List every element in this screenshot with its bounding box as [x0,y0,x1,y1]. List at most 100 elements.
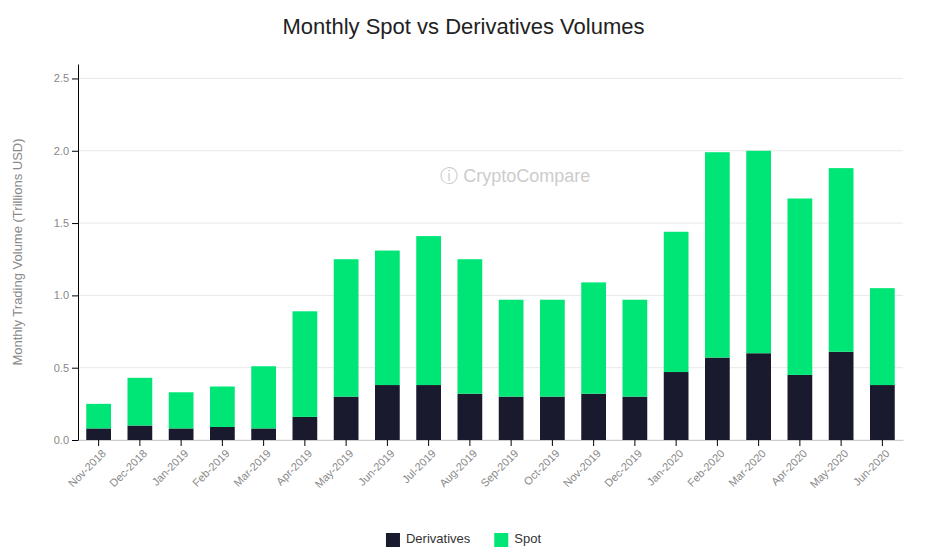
x-tick: Jan-2019 [150,440,191,488]
x-tick-mark [841,440,842,446]
bar [416,385,441,440]
x-tick-label: Jan-2020 [645,447,686,488]
x-tick-mark [552,440,553,446]
x-tick-mark [676,440,677,446]
legend-label: Spot [514,531,541,546]
bar [210,386,235,426]
x-tick-mark [222,440,223,446]
series-bars [86,151,895,429]
x-tick-label: Sep-2019 [478,447,520,489]
bar [375,251,400,385]
y-tick: 1.0 [54,289,78,301]
bar [540,300,565,397]
x-tick-mark [428,440,429,446]
x-tick-label: Oct-2019 [521,447,561,487]
y-tick: 2.0 [54,145,78,157]
grid-line [78,440,903,441]
x-tick: Feb-2019 [190,440,232,489]
x-tick: Mar-2020 [726,440,768,489]
legend-label: Derivatives [406,531,471,546]
bars [86,151,895,440]
x-tick-mark [263,440,264,446]
x-tick-label: Feb-2020 [685,447,727,489]
x-tick: Nov-2019 [561,440,603,489]
y-tick-mark [72,151,78,152]
x-tick-label: Jun-2020 [851,447,892,488]
x-tick-mark [181,440,182,446]
legend-swatch [386,533,400,547]
x-tick-mark [593,440,594,446]
y-tick-mark [72,223,78,224]
x-tick-mark [139,440,140,446]
bar [623,300,648,397]
x-axis-line [79,440,904,441]
grid-line [78,295,903,296]
bar [829,168,854,352]
bar [581,282,606,393]
x-tick: May-2019 [312,440,355,490]
x-tick-label: Dec-2018 [107,447,149,489]
y-tick-mark [72,295,78,296]
bar [581,394,606,440]
x-tick: Apr-2020 [769,440,809,488]
bar [870,385,895,440]
bar [746,151,771,353]
x-tick: Aug-2019 [437,440,479,489]
y-tick-mark [72,78,78,79]
x-tick-label: May-2020 [807,447,850,490]
x-tick: Nov-2018 [66,440,108,489]
x-tick-mark [469,440,470,446]
bar [664,232,689,372]
x-tick-label: Nov-2018 [66,447,108,489]
bar [375,385,400,440]
bar [334,259,359,396]
x-tick-label: May-2019 [312,447,355,490]
legend-item: Spot [494,531,541,547]
series-bars [86,352,895,440]
x-tick-label: Jan-2019 [150,447,191,488]
chart: Monthly Spot vs Derivatives Volumes Nov-2… [0,0,927,560]
grid-line [78,223,903,224]
y-tick-label: 0.0 [54,434,69,446]
bar [788,375,813,440]
x-tick-mark [304,440,305,446]
y-axis: 0.0 0.5 1.0 1.5 2.0 2.5 [54,65,79,447]
y-tick-label: 0.5 [54,362,69,374]
x-tick-mark [717,440,718,446]
bar [540,397,565,440]
bar [416,236,441,385]
x-tick-label: Nov-2019 [561,447,603,489]
bar [86,404,111,429]
bar [664,372,689,440]
x-tick-mark [346,440,347,446]
x-tick-mark [387,440,388,446]
y-axis-line [78,65,79,441]
bar [623,397,648,440]
title: Monthly Spot vs Derivatives Volumes [283,14,645,39]
bar [458,259,483,393]
bar [788,198,813,374]
bar [293,311,318,417]
bar [251,428,276,440]
x-tick: Jul-2019 [400,440,438,485]
bar [829,352,854,440]
x-tick-label: Mar-2019 [231,447,273,489]
bar [251,366,276,428]
x-tick-mark [511,440,512,446]
y-tick: 2.5 [54,72,78,84]
x-tick-label: Dec-2019 [602,447,644,489]
y-axis-title: Monthly Trading Volume (Trillions USD) [10,138,25,365]
x-tick: Oct-2019 [521,440,561,488]
x-tick: Apr-2019 [274,440,314,488]
x-tick: Jun-2020 [851,440,892,488]
x-tick-label: Apr-2020 [769,447,809,487]
x-tick: May-2020 [807,440,850,490]
legend-swatch [494,533,508,547]
x-tick-mark [634,440,635,446]
bar [705,152,730,357]
grid [78,78,903,440]
x-tick-label: Apr-2019 [274,447,314,487]
bar [128,426,153,440]
y-tick-label: 1.5 [54,217,69,229]
x-tick-mark [98,440,99,446]
